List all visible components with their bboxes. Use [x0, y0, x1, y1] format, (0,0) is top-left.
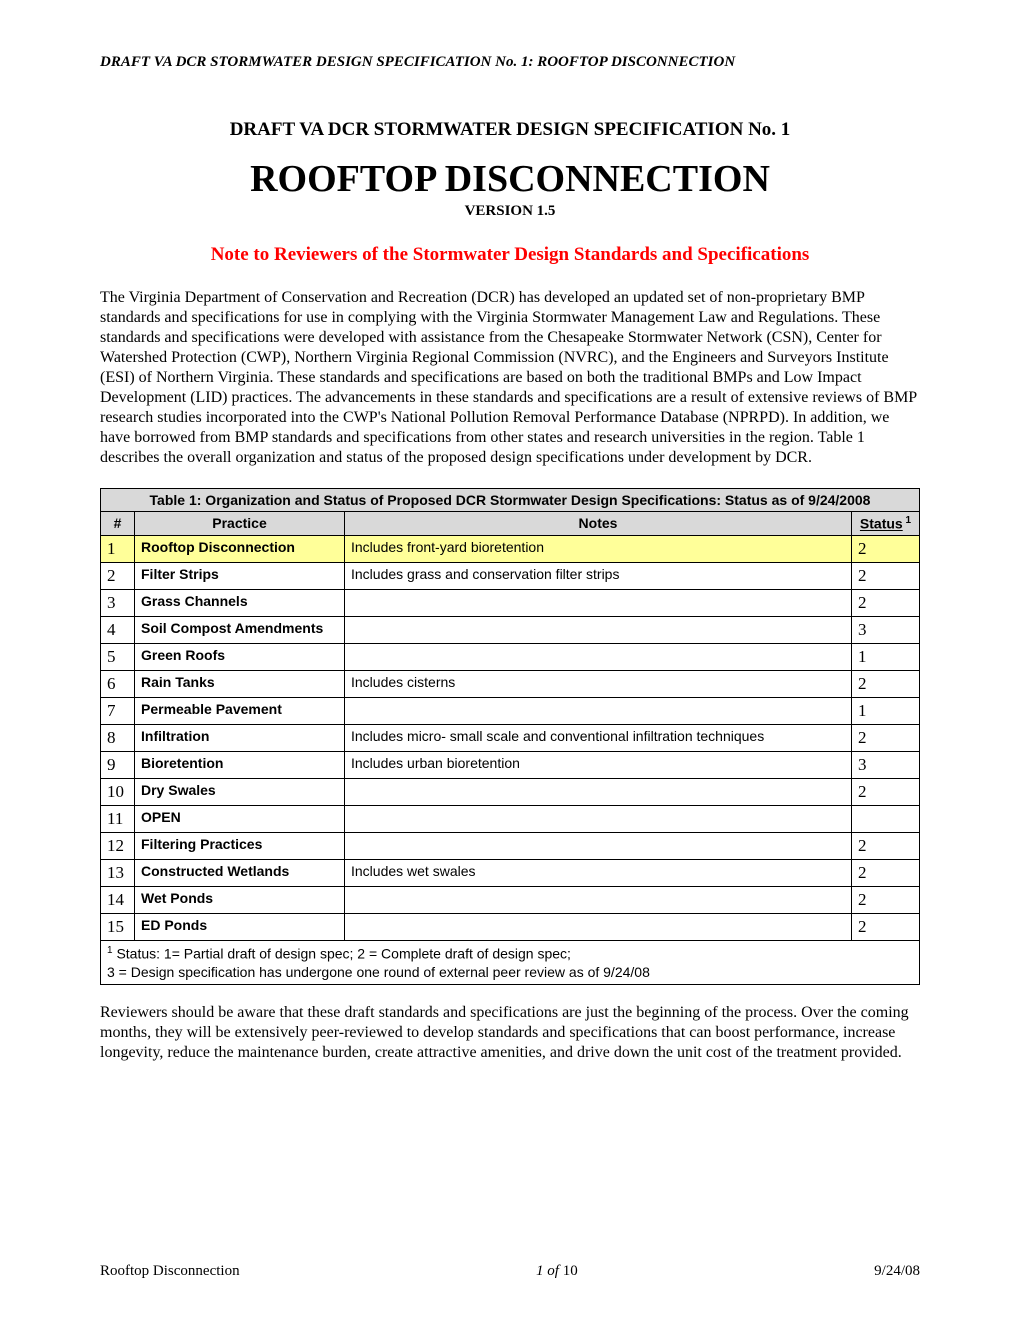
table-row: 8InfiltrationIncludes micro- small scale… [101, 724, 920, 751]
row-status: 2 [852, 562, 920, 589]
row-notes: Includes wet swales [345, 859, 852, 886]
row-notes [345, 643, 852, 670]
row-notes [345, 913, 852, 940]
row-number: 10 [101, 778, 135, 805]
row-number: 7 [101, 697, 135, 724]
table-row: 4Soil Compost Amendments 3 [101, 616, 920, 643]
row-practice: Filtering Practices [135, 832, 345, 859]
row-notes [345, 778, 852, 805]
table-row: 3Grass Channels 2 [101, 589, 920, 616]
table-row: 2Filter StripsIncludes grass and conserv… [101, 562, 920, 589]
spec-table: Table 1: Organization and Status of Prop… [100, 488, 920, 985]
row-practice: Infiltration [135, 724, 345, 751]
row-number: 1 [101, 535, 135, 562]
footer-center: 1 of 10 [536, 1263, 578, 1280]
row-status: 2 [852, 670, 920, 697]
row-number: 9 [101, 751, 135, 778]
row-status: 1 [852, 643, 920, 670]
row-status: 1 [852, 697, 920, 724]
row-number: 6 [101, 670, 135, 697]
row-practice: OPEN [135, 805, 345, 832]
row-status: 3 [852, 751, 920, 778]
row-practice: ED Ponds [135, 913, 345, 940]
row-notes [345, 589, 852, 616]
row-practice: Rain Tanks [135, 670, 345, 697]
row-status: 3 [852, 616, 920, 643]
footer-right: 9/24/08 [874, 1263, 920, 1280]
col-header-num: # [101, 512, 135, 536]
table-header-row: # Practice Notes Status 1 [101, 512, 920, 536]
main-title: ROOFTOP DISCONNECTION [100, 157, 920, 201]
row-practice: Permeable Pavement [135, 697, 345, 724]
version-label: VERSION 1.5 [100, 203, 920, 220]
table-row: 15ED Ponds 2 [101, 913, 920, 940]
row-number: 8 [101, 724, 135, 751]
table-row: 1Rooftop DisconnectionIncludes front-yar… [101, 535, 920, 562]
table-row: 14Wet Ponds 2 [101, 886, 920, 913]
row-notes: Includes urban bioretention [345, 751, 852, 778]
spec-title: DRAFT VA DCR STORMWATER DESIGN SPECIFICA… [100, 119, 920, 141]
intro-paragraph: The Virginia Department of Conservation … [100, 288, 920, 468]
row-number: 12 [101, 832, 135, 859]
row-number: 14 [101, 886, 135, 913]
col-header-practice: Practice [135, 512, 345, 536]
table-title: Table 1: Organization and Status of Prop… [101, 489, 920, 512]
row-status: 2 [852, 535, 920, 562]
row-notes: Includes micro- small scale and conventi… [345, 724, 852, 751]
row-status: 2 [852, 589, 920, 616]
row-notes: Includes cisterns [345, 670, 852, 697]
row-notes: Includes grass and conservation filter s… [345, 562, 852, 589]
table-row: 12Filtering Practices 2 [101, 832, 920, 859]
footer-left: Rooftop Disconnection [100, 1263, 240, 1280]
table-row: 5Green Roofs 1 [101, 643, 920, 670]
col-header-status: Status 1 [852, 512, 920, 536]
row-status: 2 [852, 778, 920, 805]
row-practice: Filter Strips [135, 562, 345, 589]
row-status: 2 [852, 913, 920, 940]
row-practice: Green Roofs [135, 643, 345, 670]
row-notes [345, 832, 852, 859]
row-notes [345, 616, 852, 643]
row-notes [345, 697, 852, 724]
table-row: 6Rain TanksIncludes cisterns2 [101, 670, 920, 697]
row-status: 2 [852, 832, 920, 859]
row-notes: Includes front-yard bioretention [345, 535, 852, 562]
row-practice: Rooftop Disconnection [135, 535, 345, 562]
row-practice: Dry Swales [135, 778, 345, 805]
row-notes [345, 805, 852, 832]
table-row: 9BioretentionIncludes urban bioretention… [101, 751, 920, 778]
row-notes [345, 886, 852, 913]
table-title-row: Table 1: Organization and Status of Prop… [101, 489, 920, 512]
closing-paragraph: Reviewers should be aware that these dra… [100, 1003, 920, 1063]
row-number: 5 [101, 643, 135, 670]
table-footnote: 1 Status: 1= Partial draft of design spe… [101, 940, 920, 984]
reviewer-note: Note to Reviewers of the Stormwater Desi… [100, 244, 920, 266]
row-number: 15 [101, 913, 135, 940]
table-row: 11OPEN [101, 805, 920, 832]
row-number: 2 [101, 562, 135, 589]
table-row: 13Constructed WetlandsIncludes wet swale… [101, 859, 920, 886]
row-practice: Bioretention [135, 751, 345, 778]
row-status [852, 805, 920, 832]
row-practice: Grass Channels [135, 589, 345, 616]
row-status: 2 [852, 724, 920, 751]
row-practice: Soil Compost Amendments [135, 616, 345, 643]
col-header-notes: Notes [345, 512, 852, 536]
page-header: DRAFT VA DCR STORMWATER DESIGN SPECIFICA… [100, 54, 920, 71]
row-number: 4 [101, 616, 135, 643]
row-number: 13 [101, 859, 135, 886]
table-row: 7Permeable Pavement 1 [101, 697, 920, 724]
page-footer: Rooftop Disconnection 1 of 10 9/24/08 [100, 1263, 920, 1280]
row-status: 2 [852, 859, 920, 886]
row-practice: Constructed Wetlands [135, 859, 345, 886]
row-status: 2 [852, 886, 920, 913]
row-practice: Wet Ponds [135, 886, 345, 913]
table-row: 10Dry Swales 2 [101, 778, 920, 805]
table-footnote-row: 1 Status: 1= Partial draft of design spe… [101, 940, 920, 984]
row-number: 3 [101, 589, 135, 616]
row-number: 11 [101, 805, 135, 832]
